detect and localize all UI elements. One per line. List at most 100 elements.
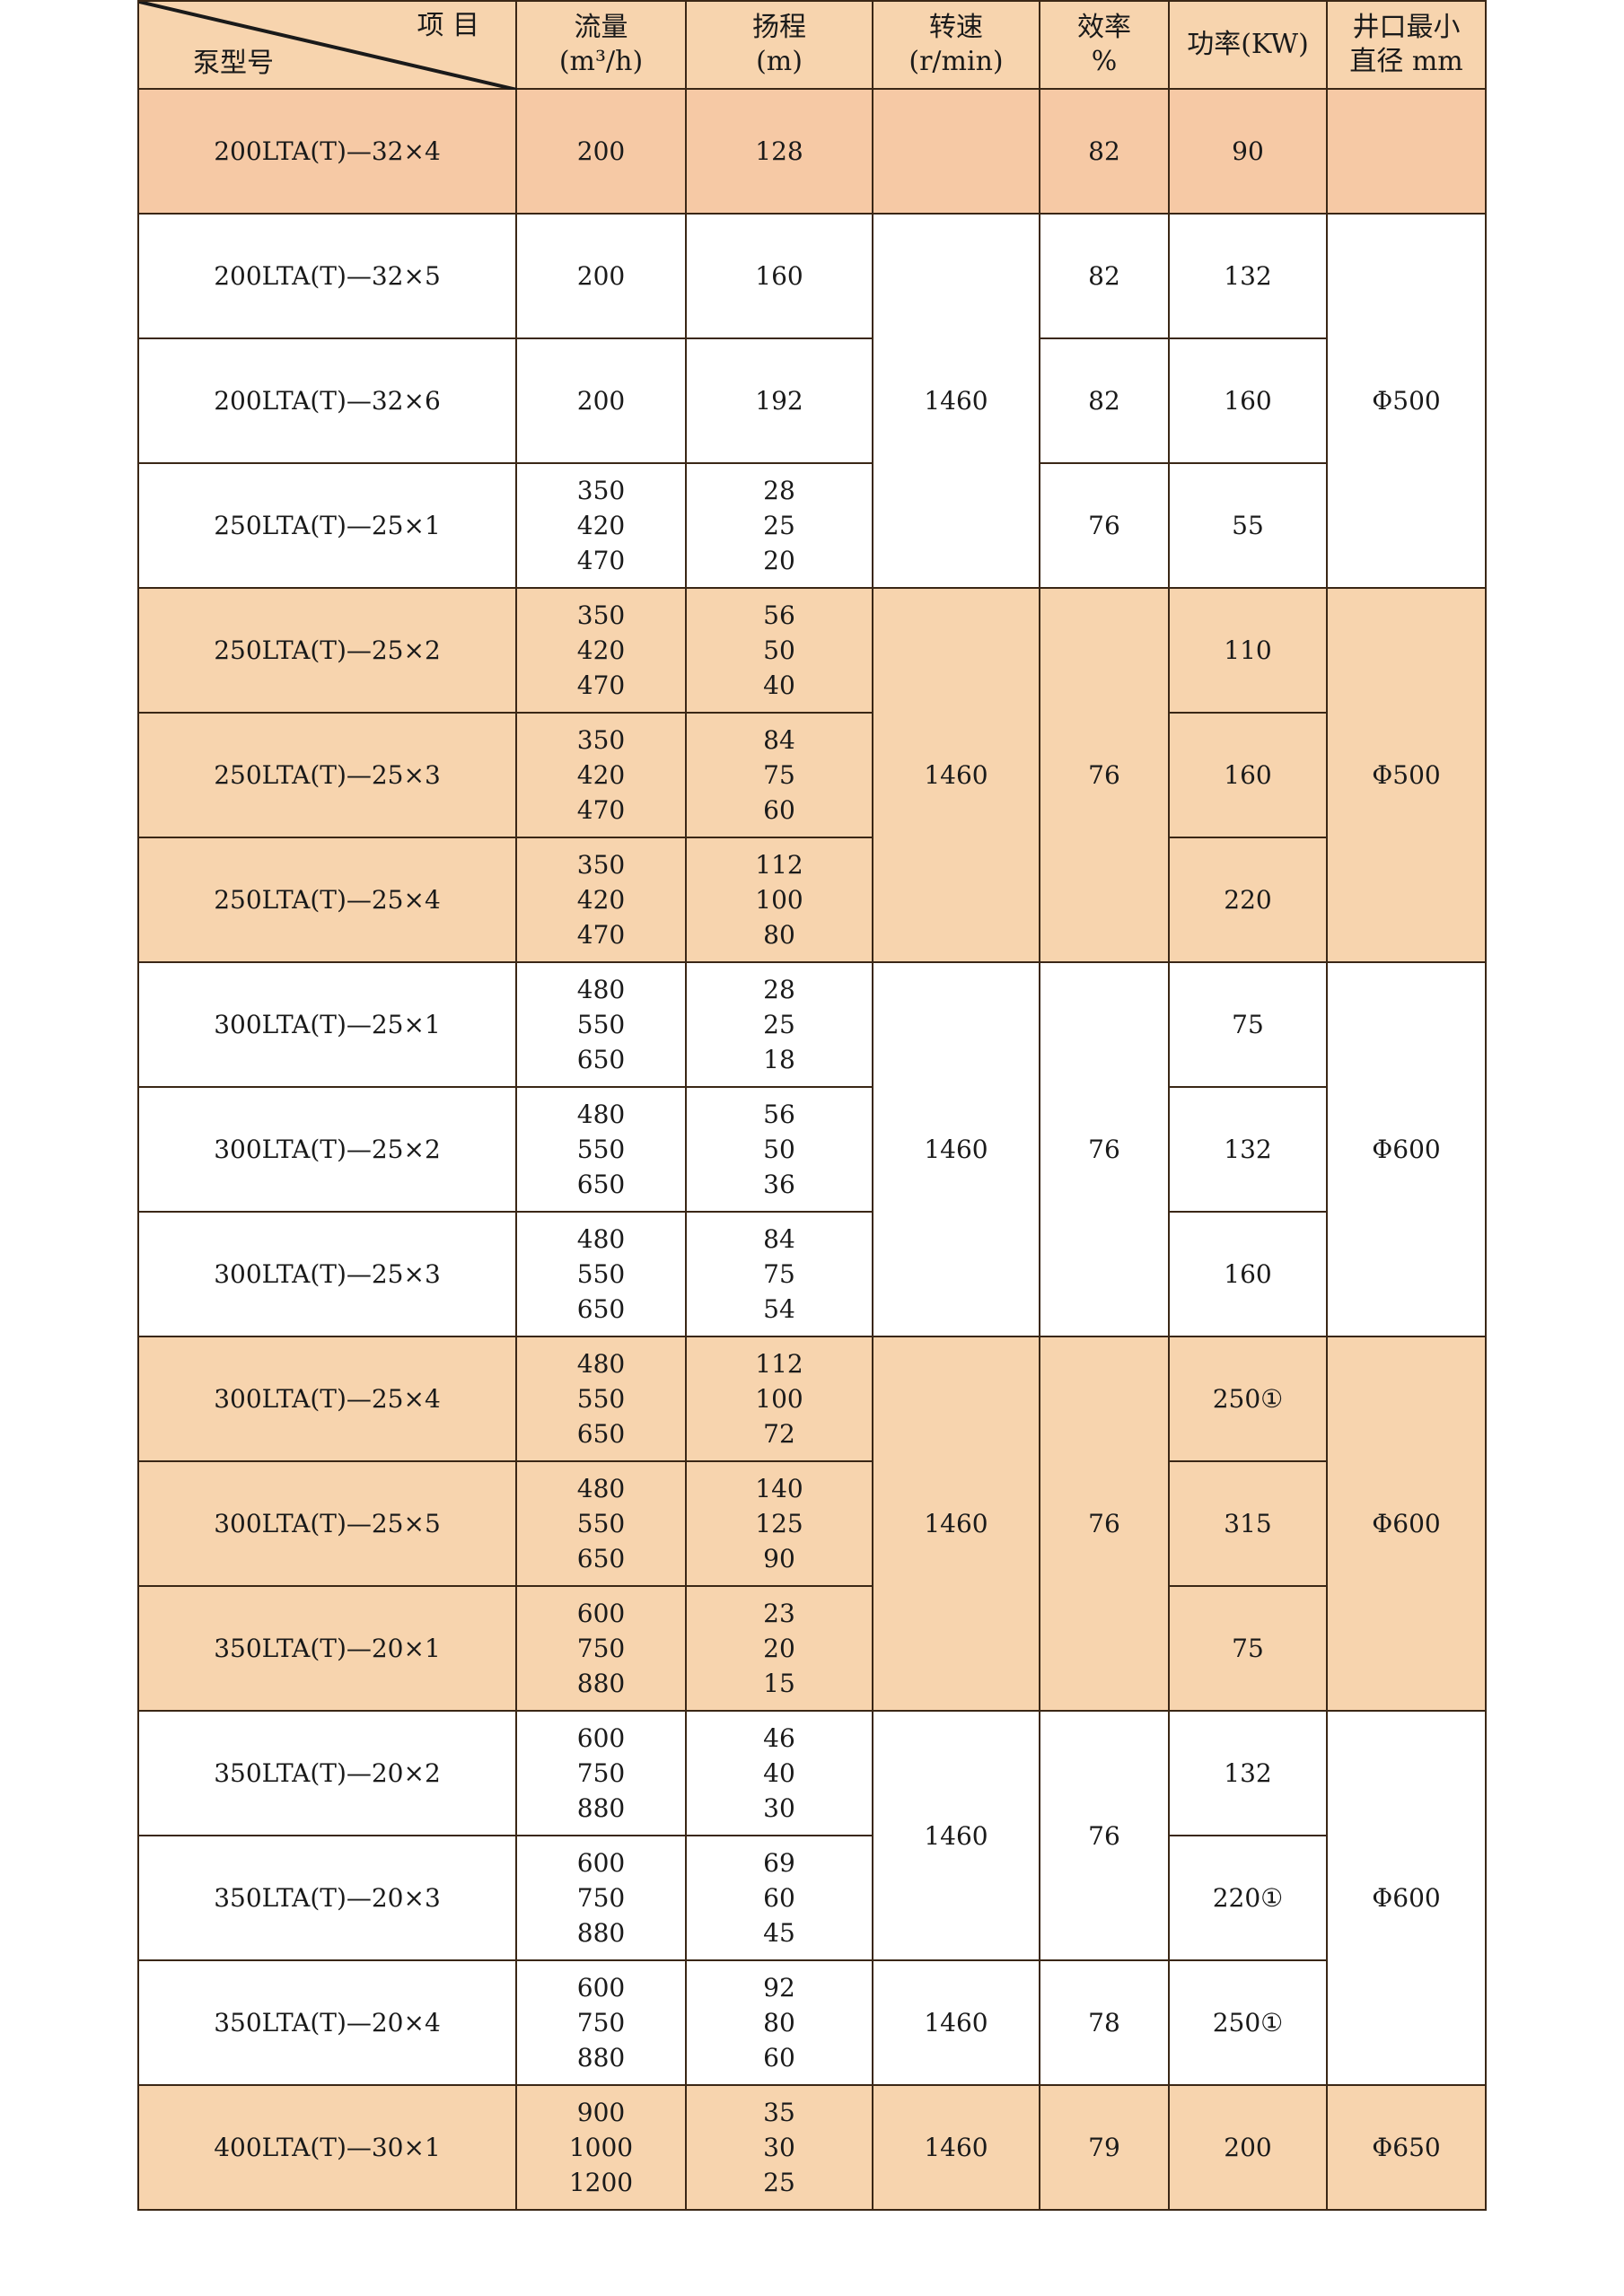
header-head: 扬程 (m) [685, 0, 873, 90]
model-cell-value: 350LTA(T)—20×4 [214, 2008, 441, 2037]
flow-cell-value: 470 [576, 546, 626, 575]
speed-cell-value: 1460 [924, 1509, 988, 1538]
head-cell-value: 45 [763, 1918, 795, 1948]
head-cell-value: 75 [763, 1259, 795, 1289]
head-cell-value: 84 [763, 725, 795, 755]
flow-cell-value: 480 [576, 1224, 626, 1254]
head-cell-value: 50 [763, 1135, 795, 1164]
head-cell-value: 60 [763, 795, 795, 825]
flow-cell-value: 750 [576, 1634, 626, 1663]
power-cell-value: 132 [1224, 1135, 1272, 1164]
head-cell-value: 20 [763, 1634, 795, 1663]
power-cell-value: 55 [1232, 511, 1264, 540]
flow-cell-value: 480 [576, 1349, 626, 1379]
head-cell: 112 100 80 [685, 837, 873, 963]
head-cell: 140 125 90 [685, 1460, 873, 1587]
head-cell-value: 28 [763, 975, 795, 1004]
power-cell: 90 [1168, 88, 1328, 215]
head-cell-value: 40 [763, 1758, 795, 1788]
flow-cell-value: 1200 [568, 2168, 634, 2197]
head-cell-value: 30 [763, 2133, 795, 2162]
power-cell: 250① [1168, 1336, 1328, 1462]
flow-cell-value: 350 [576, 476, 626, 505]
table-row: 350LTA(T)—20×2 600 750 880 46 40 30 1460 76 132 Φ6… [137, 1710, 1487, 2086]
head-cell: 56 50 36 [685, 1086, 873, 1213]
power-cell-value: 220 [1224, 885, 1272, 915]
head-cell-value: 60 [763, 1883, 795, 1913]
flow-cell-value: 470 [576, 670, 626, 700]
efficiency-title: 效率 [1077, 12, 1131, 43]
power-cell: 55 [1168, 462, 1328, 589]
power-cell: 110 [1168, 587, 1328, 714]
head-cell-value: 192 [755, 386, 803, 416]
table-row: 300LTA(T)—25×2 480 550 650 56 50 36 132 [137, 1086, 1486, 1213]
power-cell: 75 [1168, 961, 1328, 1088]
power-cell-value: 75 [1232, 1010, 1264, 1039]
model-cell-value: 300LTA(T)—25×2 [214, 1135, 441, 1164]
well-diameter-cell [1326, 88, 1487, 215]
head-cell-value: 40 [763, 670, 795, 700]
head-cell-value: 23 [763, 1599, 795, 1628]
header-flow: 流量 (m³/h) [515, 0, 687, 90]
head-cell: 84 75 60 [685, 712, 873, 838]
flow-cell-value: 350 [576, 850, 626, 880]
head-title: 扬程 [752, 12, 806, 43]
flow-cell-value: 480 [576, 975, 626, 1004]
power-cell-value: 160 [1224, 760, 1272, 790]
head-cell-value: 112 [755, 1349, 803, 1379]
flow-cell: 200 [515, 88, 687, 215]
head-cell: 192 [685, 337, 873, 464]
flow-cell-value: 650 [576, 1294, 626, 1324]
efficiency-cell: 76 [1039, 462, 1170, 589]
flow-cell: 350 420 470 [515, 462, 687, 589]
flow-cell-value: 750 [576, 1883, 626, 1913]
head-cell-value: 84 [763, 1224, 795, 1254]
flow-cell: 600 750 880 [515, 1959, 687, 2086]
head-cell: 28 25 20 [685, 462, 873, 589]
power-cell: 200 [1168, 2084, 1328, 2211]
power-cell: 75 [1168, 1585, 1328, 1712]
power-cell-value: 75 [1232, 1634, 1264, 1663]
model-cell: 200LTA(T)—32×5 [137, 213, 517, 339]
flow-cell-value: 880 [576, 1669, 626, 1698]
well-diameter-cell-value: Φ650 [1372, 2133, 1441, 2162]
flow-cell-value: 650 [576, 1544, 626, 1573]
flow-cell-value: 420 [576, 511, 626, 540]
efficiency-cell: 82 [1039, 337, 1170, 464]
model-cell: 200LTA(T)—32×6 [137, 337, 517, 464]
flow-cell: 480 550 650 [515, 1336, 687, 1462]
head-cell-value: 60 [763, 2043, 795, 2073]
speed-cell: 1460 [872, 1959, 1040, 2086]
head-cell-value: 75 [763, 760, 795, 790]
speed-title: 转速 [929, 12, 983, 43]
flow-cell: 350 420 470 [515, 587, 687, 714]
head-cell-value: 112 [755, 850, 803, 880]
head-cell-value: 28 [763, 476, 795, 505]
model-cell: 350LTA(T)—20×3 [137, 1835, 517, 1961]
efficiency-cell-value: 76 [1088, 760, 1120, 790]
efficiency-cell-value: 82 [1088, 261, 1120, 291]
efficiency-cell: 76 [1039, 587, 1170, 963]
efficiency-cell-value: 76 [1088, 511, 1120, 540]
head-cell-value: 15 [763, 1669, 795, 1698]
efficiency-cell: 82 [1039, 88, 1170, 215]
model-cell-value: 200LTA(T)—32×5 [214, 261, 441, 291]
flow-cell-value: 650 [576, 1045, 626, 1074]
head-cell: 46 40 30 [685, 1710, 873, 1836]
head-cell: 23 20 15 [685, 1585, 873, 1712]
flow-cell-value: 480 [576, 1474, 626, 1503]
head-cell-value: 92 [763, 1973, 795, 2002]
power-cell: 160 [1168, 337, 1328, 464]
table-row: 250LTA(T)—25×1 350 420 470 28 25 20 76 55 [137, 462, 1486, 589]
flow-cell-value: 550 [576, 1509, 626, 1538]
speed-cell: 1460 [872, 587, 1040, 963]
head-cell-value: 90 [763, 1544, 795, 1573]
flow-cell-value: 550 [576, 1010, 626, 1039]
flow-cell-value: 600 [576, 1599, 626, 1628]
head-cell-value: 30 [763, 1793, 795, 1823]
well-diameter-cell-value: Φ500 [1372, 760, 1441, 790]
efficiency-cell-value: 79 [1088, 2133, 1120, 2162]
power-cell: 132 [1168, 1710, 1328, 1836]
flow-cell-value: 550 [576, 1384, 626, 1414]
speed-cell-value: 1460 [924, 760, 988, 790]
